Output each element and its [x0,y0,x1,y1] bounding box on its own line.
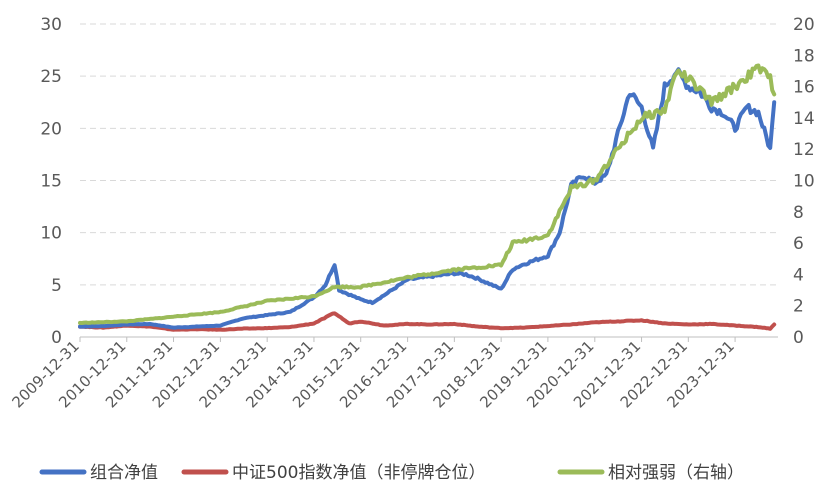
right-axis-ticks: 0 2 4 6 8 10 12 14 16 18 20 [793,15,815,348]
y-right-tick-label: 10 [793,172,815,192]
grid-lines [80,23,778,286]
y-left-tick-label: 30 [40,15,62,35]
x-axis-ticks: 2009-12-312010-12-312011-12-312012-12-31… [8,337,738,411]
y-left-tick-label: 20 [40,119,62,139]
y-right-tick-label: 12 [793,140,815,160]
y-left-tick-label: 0 [51,328,62,348]
legend-label-relative-strength: 相对强弱（右轴） [608,463,744,483]
y-right-tick-label: 18 [793,46,815,66]
y-left-tick-label: 25 [40,67,62,87]
legend: 组合净值 中证500指数净值（非停牌仓位） 相对强弱（右轴） [39,463,744,483]
y-left-tick-label: 5 [51,276,62,296]
y-right-tick-label: 6 [793,234,804,254]
y-left-tick-label: 15 [40,172,62,192]
left-axis-ticks: 0 5 10 15 20 25 30 [40,15,62,348]
series-line-0 [78,67,777,330]
y-right-tick-label: 14 [793,109,815,129]
legend-label-csi500: 中证500指数净值（非停牌仓位） [232,463,485,483]
series-line-1 [78,311,777,332]
y-right-tick-label: 8 [793,203,804,223]
series-layer [78,63,777,332]
y-right-tick-label: 2 [793,297,804,317]
y-right-tick-label: 20 [793,15,815,35]
legend-label-portfolio: 组合净值 [90,463,158,483]
y-right-tick-label: 4 [793,265,804,285]
y-left-tick-label: 10 [40,224,62,244]
y-right-tick-label: 0 [793,328,804,348]
y-right-tick-label: 16 [793,78,815,98]
series-line-2 [78,63,777,325]
